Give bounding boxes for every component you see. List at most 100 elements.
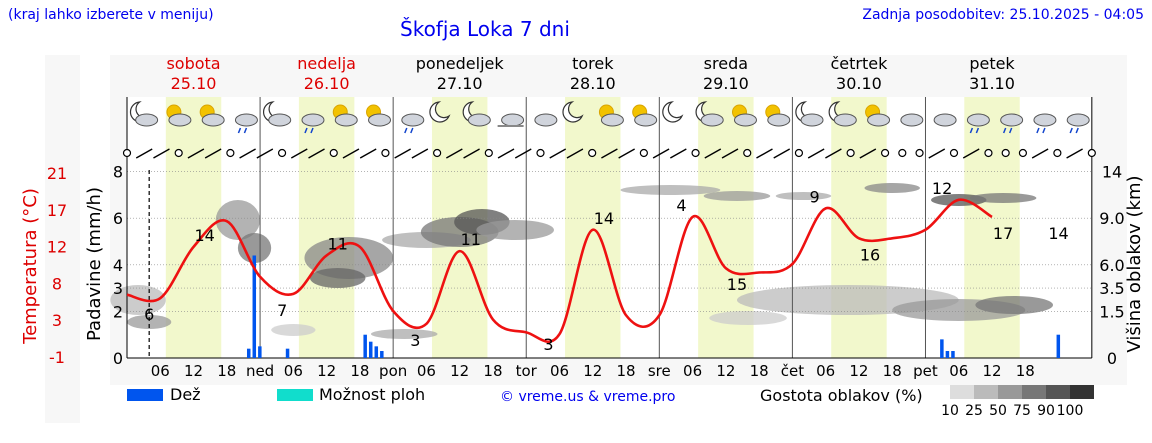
wind-calm-icon <box>915 148 924 158</box>
day-date: 28.10 <box>570 74 616 93</box>
wind-calm-icon <box>381 148 390 158</box>
wind-calm-icon <box>743 148 752 158</box>
left-axis-panel <box>45 55 80 423</box>
cloud-density-area <box>309 268 366 288</box>
day-name: petek <box>969 54 1015 73</box>
precip-bar <box>258 346 262 358</box>
cloud-density-area <box>215 200 261 240</box>
cloud-icon <box>933 113 957 127</box>
x-day-label: čet <box>781 362 804 380</box>
temp-label: 3 <box>410 331 420 350</box>
cloud-density-area <box>271 324 316 336</box>
daylight-band <box>831 97 887 358</box>
cloud-density-swatch <box>974 385 998 399</box>
day-name: sreda <box>704 54 748 73</box>
rain-icon <box>301 113 325 134</box>
day-name: sobota <box>166 54 220 73</box>
wind-arrow-icon <box>514 148 532 159</box>
cloud-density-swatch <box>1070 385 1094 399</box>
daylight-band <box>298 97 355 358</box>
sun-cloud-icon <box>166 104 192 127</box>
wind-calm-icon <box>174 148 183 158</box>
rain-icon <box>1000 113 1024 134</box>
x-tick-label: 18 <box>750 362 769 380</box>
precip-bar <box>1056 334 1061 358</box>
wind-arrow-icon <box>566 148 584 159</box>
cloud-density-swatch <box>1046 385 1070 399</box>
x-tick-label: 06 <box>683 362 702 380</box>
precip-bar <box>246 348 251 358</box>
wind-arrow-icon <box>618 148 635 159</box>
wind-calm-icon <box>1087 148 1096 158</box>
x-tick-label: 18 <box>617 362 636 380</box>
cloud-density-tick: 50 <box>989 403 1007 419</box>
x-tick-label: 12 <box>583 362 602 380</box>
wind-calm-icon <box>1001 148 1010 158</box>
rain-icon <box>401 113 425 134</box>
temp-label: 6 <box>144 305 154 324</box>
precip-bar <box>285 348 290 358</box>
wind-calm-icon <box>691 148 700 158</box>
last-update: Zadnja posodobitev: 25.10.2025 - 04:05 <box>862 7 1144 23</box>
wind-calm-icon <box>122 148 132 158</box>
x-tick-label: 18 <box>217 362 236 380</box>
x-tick-label: 12 <box>849 362 868 380</box>
rain-icon <box>1066 113 1090 134</box>
x-day-label: sre <box>648 362 671 380</box>
wind-calm-icon <box>588 148 597 158</box>
x-tick-label: 06 <box>151 362 170 380</box>
sun-cloud-icon <box>332 104 358 127</box>
wind-calm-icon <box>794 148 804 158</box>
wind-arrow-icon <box>721 148 739 159</box>
wind-arrow-icon <box>859 148 877 159</box>
wind-arrow-icon <box>704 148 722 159</box>
wind-arrow-icon <box>1066 148 1083 159</box>
cloud-density-area <box>304 237 394 279</box>
x-tick-label: 12 <box>982 362 1001 380</box>
cloud-density-area <box>975 296 1054 314</box>
x-tick-label: 18 <box>1016 362 1035 380</box>
sun-cloud-icon <box>366 104 392 127</box>
day-date: 27.10 <box>437 74 483 93</box>
precip-tick-label: 4 <box>113 256 123 275</box>
location-menu-note[interactable]: (kraj lahko izberete v meniju) <box>8 7 214 23</box>
temp-label: 14 <box>594 209 614 228</box>
night-cloud-icon <box>129 101 159 127</box>
precip-bar <box>368 341 373 358</box>
wind-arrow-icon <box>135 148 153 159</box>
fog-icon <box>497 113 525 127</box>
temp-label: 3 <box>543 335 553 354</box>
wind-arrow-icon <box>825 148 842 159</box>
daylight-band <box>165 97 222 358</box>
storm-legend-label: Možnost ploh <box>319 385 425 404</box>
temp-tick-label: 21 <box>47 164 67 183</box>
wind-arrow-icon <box>928 148 946 159</box>
cloud-density-area <box>110 285 166 315</box>
wind-arrow-icon <box>446 148 463 159</box>
wind-arrow-icon <box>962 148 980 159</box>
wind-arrow-icon <box>463 148 480 159</box>
precip-bar <box>940 339 944 358</box>
precip-tick-label: 3 <box>113 279 123 298</box>
x-day-label: pet <box>913 362 938 380</box>
precip-bar <box>380 351 384 358</box>
x-day-label: tor <box>516 362 538 380</box>
cloud-density-area <box>126 315 172 329</box>
temp-tick-label: -1 <box>49 348 65 367</box>
wind-arrow-icon <box>394 148 412 159</box>
precip-tick-label: 0 <box>113 349 123 368</box>
wind-arrow-icon <box>756 148 773 159</box>
x-tick-label: 12 <box>317 362 336 380</box>
wind-arrow-icon <box>308 148 325 159</box>
x-tick-label: 06 <box>417 362 436 380</box>
precip-tick-label: 6 <box>113 209 123 228</box>
x-tick-label: 06 <box>284 362 303 380</box>
cloud-icon <box>534 113 558 127</box>
cloud-density-area <box>476 220 554 240</box>
rain-icon <box>966 113 990 134</box>
temp-label: 4 <box>676 196 686 215</box>
wind-calm-icon <box>329 148 338 158</box>
temp-label: 11 <box>461 230 481 249</box>
sun-cloud-icon <box>598 104 624 127</box>
